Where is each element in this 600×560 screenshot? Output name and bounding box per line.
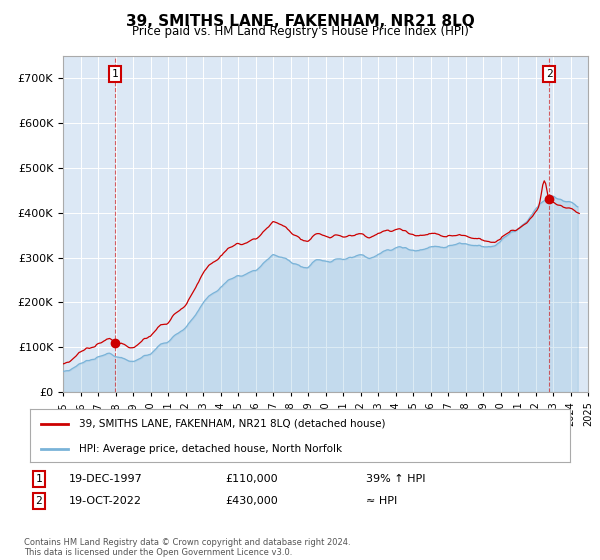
Text: 2: 2 [35,496,43,506]
Text: 2: 2 [546,69,553,79]
Text: 39% ↑ HPI: 39% ↑ HPI [366,474,425,484]
Text: 19-DEC-1997: 19-DEC-1997 [69,474,143,484]
Text: Price paid vs. HM Land Registry's House Price Index (HPI): Price paid vs. HM Land Registry's House … [131,25,469,38]
Text: 19-OCT-2022: 19-OCT-2022 [69,496,142,506]
Text: 1: 1 [35,474,43,484]
Text: Contains HM Land Registry data © Crown copyright and database right 2024.
This d: Contains HM Land Registry data © Crown c… [24,538,350,557]
Text: £430,000: £430,000 [225,496,278,506]
Text: ≈ HPI: ≈ HPI [366,496,397,506]
Text: 1: 1 [112,69,118,79]
Text: 39, SMITHS LANE, FAKENHAM, NR21 8LQ (detached house): 39, SMITHS LANE, FAKENHAM, NR21 8LQ (det… [79,419,385,429]
Text: HPI: Average price, detached house, North Norfolk: HPI: Average price, detached house, Nort… [79,444,342,454]
Text: 39, SMITHS LANE, FAKENHAM, NR21 8LQ: 39, SMITHS LANE, FAKENHAM, NR21 8LQ [125,14,475,29]
Text: £110,000: £110,000 [225,474,278,484]
